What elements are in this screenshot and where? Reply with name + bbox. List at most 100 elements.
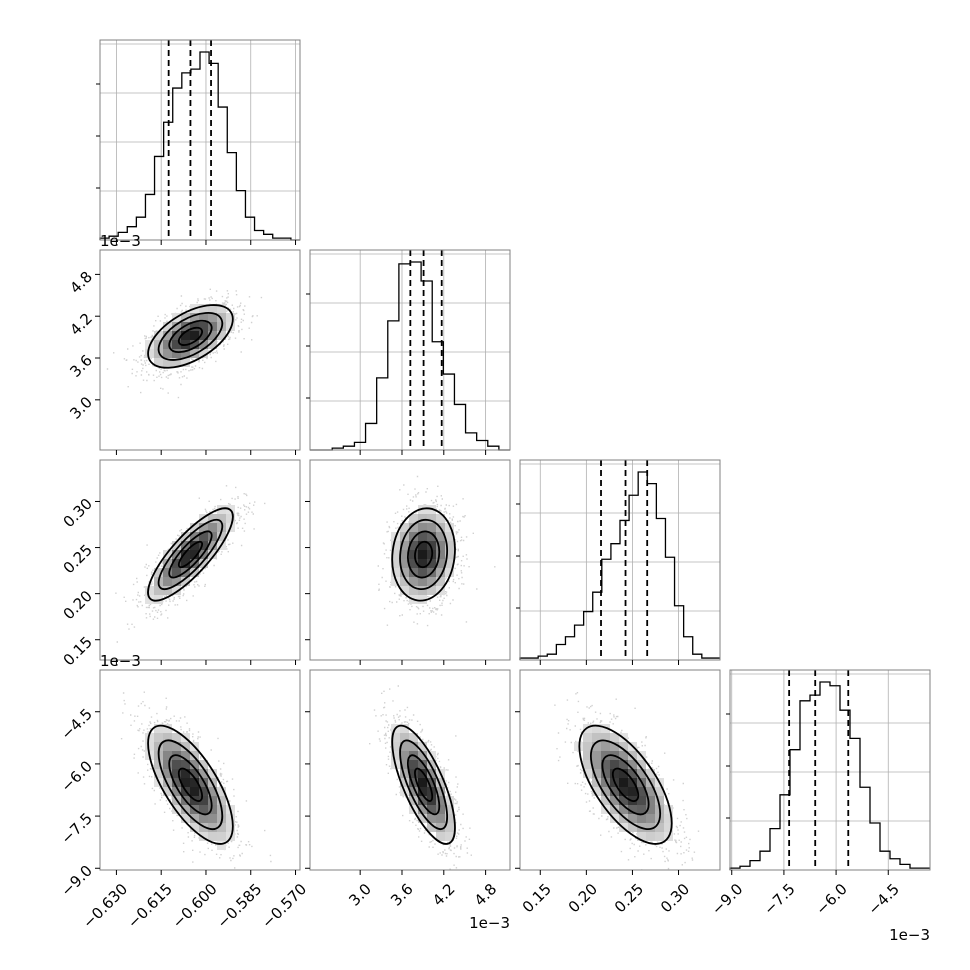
- contour-line-1: [177, 326, 204, 346]
- y-tick-label: 0.15: [60, 633, 96, 669]
- density-cell: [199, 796, 208, 805]
- density-cell: [172, 358, 181, 367]
- contour-line-2: [168, 754, 213, 816]
- density-cell: [217, 514, 226, 523]
- density-cell: [646, 769, 655, 778]
- density-cell: [583, 742, 592, 751]
- density-cell: [391, 733, 400, 742]
- density-cell: [217, 313, 226, 322]
- density-cell: [646, 823, 655, 832]
- density-cell: [592, 787, 601, 796]
- density-cell: [154, 595, 163, 604]
- density-cell: [436, 814, 445, 823]
- density-cell: [427, 814, 436, 823]
- density-cell: [172, 805, 181, 814]
- histogram-panel-2: [306, 249, 511, 455]
- density-cell: [601, 742, 610, 751]
- density-cell: [445, 796, 454, 805]
- scatter-points: [377, 475, 496, 627]
- density-cell: [664, 805, 673, 814]
- contour-line-4: [578, 724, 673, 845]
- density-cell: [208, 313, 217, 322]
- density-cell: [646, 805, 655, 814]
- density-cell: [163, 577, 172, 586]
- x-tick-label: −0.630: [79, 880, 131, 932]
- contour-line-1: [414, 540, 434, 569]
- density-cell: [199, 532, 208, 541]
- contour-line-1: [611, 767, 640, 802]
- density-cell: [400, 550, 409, 559]
- contour-line-1: [177, 767, 204, 802]
- density-cell: [163, 769, 172, 778]
- density-cell: [163, 331, 172, 340]
- density-cell: [445, 805, 454, 814]
- panel-frame: [729, 669, 931, 871]
- density-cell: [409, 523, 418, 532]
- density-cell: [190, 760, 199, 769]
- density-cell: [172, 340, 181, 349]
- density-cell: [418, 751, 427, 760]
- x-offset-label: 1e−3: [469, 914, 510, 932]
- contour-line-4: [147, 724, 234, 845]
- density-cell: [391, 742, 400, 751]
- density-cell: [445, 550, 454, 559]
- density-cell: [154, 586, 163, 595]
- density-cell: [592, 751, 601, 760]
- panel-frame: [309, 249, 511, 451]
- density-cell: [208, 340, 217, 349]
- density-cell: [172, 577, 181, 586]
- scatter-panel-4-1: [95, 669, 301, 875]
- density-cell: [619, 814, 628, 823]
- density-cell: [583, 760, 592, 769]
- panel-frame: [99, 39, 301, 241]
- density-cell: [445, 832, 454, 841]
- y-tick-label: −9.0: [58, 862, 96, 900]
- density-cell: [217, 331, 226, 340]
- contour-line-3: [399, 518, 449, 591]
- density-cell: [391, 559, 400, 568]
- density-cell: [172, 559, 181, 568]
- density-cell: [199, 832, 208, 841]
- density-cell: [181, 577, 190, 586]
- density-cell: [199, 559, 208, 568]
- contour-line-3: [157, 739, 224, 831]
- density-cell: [199, 787, 208, 796]
- density-cell: [418, 742, 427, 751]
- density-cell: [190, 823, 199, 832]
- density-cell: [646, 832, 655, 841]
- density-cell: [646, 787, 655, 796]
- density-cell: [427, 778, 436, 787]
- y-offset-label: 1e−3: [100, 232, 141, 250]
- histogram-panel-4: [726, 669, 931, 875]
- histogram-bars: [99, 51, 300, 241]
- density-cell: [208, 832, 217, 841]
- density-cell: [628, 760, 637, 769]
- density-cell: [409, 769, 418, 778]
- x-tick-label: −4.5: [865, 880, 903, 918]
- density-cell: [199, 523, 208, 532]
- density-cell: [163, 358, 172, 367]
- panel-frame: [99, 459, 301, 661]
- density-cell: [418, 550, 427, 559]
- density-cell: [199, 769, 208, 778]
- density-cell: [181, 550, 190, 559]
- x-tick-label: −0.615: [124, 880, 176, 932]
- density-cell: [208, 796, 217, 805]
- density-cell: [409, 778, 418, 787]
- density-cell: [601, 796, 610, 805]
- density-cell: [592, 760, 601, 769]
- density-cell: [172, 541, 181, 550]
- y-tick-label: 0.25: [60, 541, 96, 577]
- density-cell: [208, 514, 217, 523]
- density-cell: [190, 751, 199, 760]
- density-cell: [427, 532, 436, 541]
- density-cell: [610, 805, 619, 814]
- density-cell: [163, 586, 172, 595]
- density-cell: [592, 724, 601, 733]
- density-cell: [436, 532, 445, 541]
- density-cell: [400, 769, 409, 778]
- x-tick-label: −7.5: [760, 880, 798, 918]
- density-cell: [664, 814, 673, 823]
- density-cell: [400, 568, 409, 577]
- density-cell: [619, 787, 628, 796]
